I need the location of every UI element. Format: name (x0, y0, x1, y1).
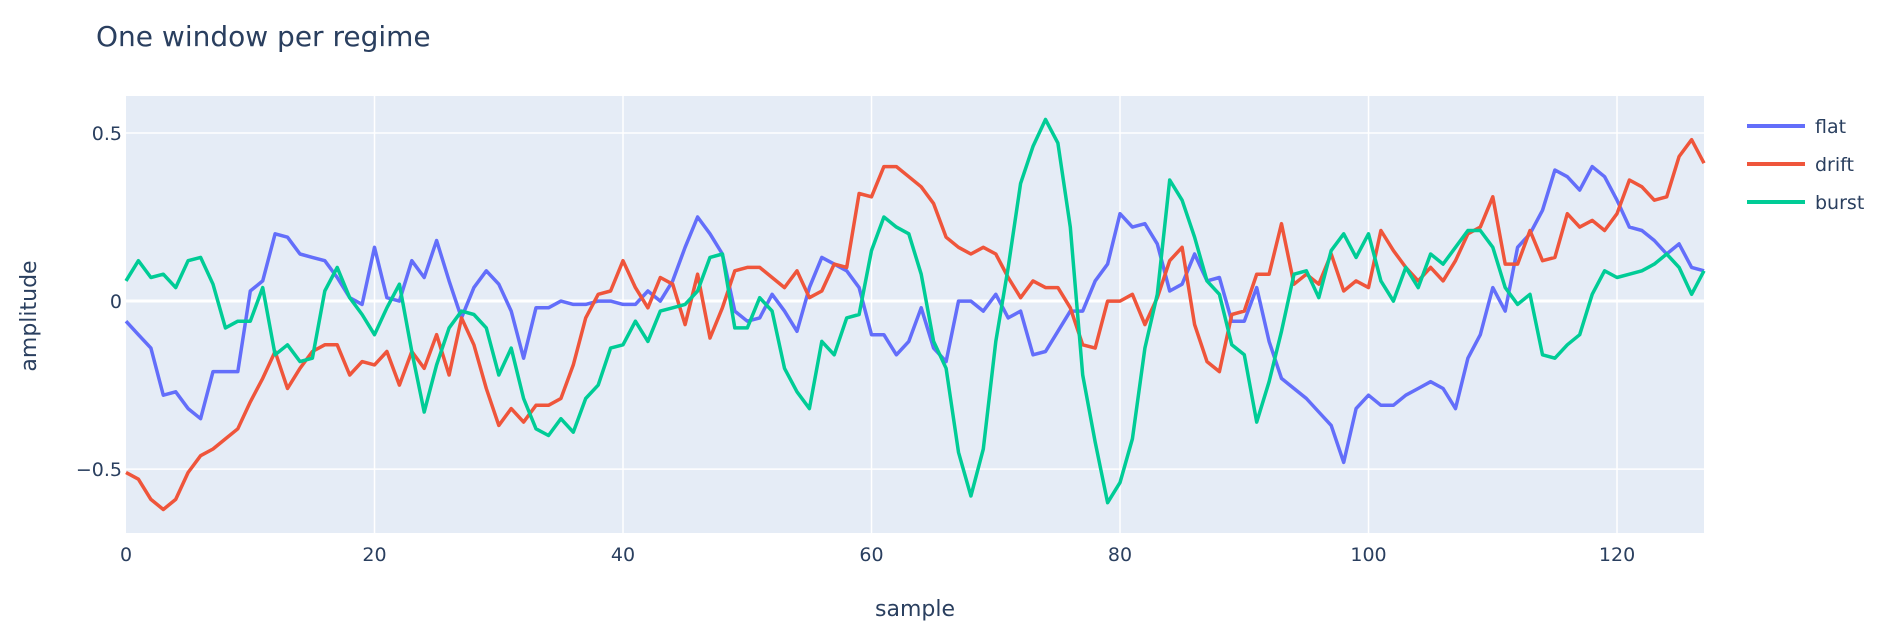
y-tick-label: 0.5 (92, 123, 122, 145)
x-tick-label: 0 (120, 544, 132, 566)
y-tick-label: 0 (110, 291, 122, 313)
legend-label: burst (1815, 192, 1864, 214)
series-lines (124, 117, 1706, 512)
x-tick-label: 20 (362, 544, 386, 566)
series-line-drift (125, 137, 1706, 512)
chart-title: One window per regime (96, 20, 431, 53)
legend-item-flat[interactable]: flat (1747, 116, 1846, 138)
y-axis-title: amplitude (17, 260, 42, 371)
x-axis-title: sample (875, 597, 955, 622)
legend[interactable]: flat drift burst (1747, 116, 1864, 214)
x-tick-label: 120 (1599, 544, 1635, 566)
x-tick-label: 100 (1350, 544, 1386, 566)
x-gridlines (373, 96, 1618, 533)
plot-area (126, 96, 1704, 533)
x-tick-label: 60 (859, 544, 883, 566)
x-tick-label: 80 (1108, 544, 1132, 566)
legend-label: drift (1815, 154, 1854, 176)
x-tick-label: 40 (611, 544, 635, 566)
series-line-flat (124, 164, 1705, 465)
x-tick-labels: 0 20 40 60 80 100 120 (120, 544, 1635, 566)
y-tick-label: −0.5 (76, 459, 122, 481)
legend-item-drift[interactable]: drift (1747, 154, 1854, 176)
y-tick-labels: −0.5 0 0.5 (76, 123, 122, 481)
legend-label: flat (1815, 116, 1846, 138)
legend-item-burst[interactable]: burst (1747, 192, 1864, 214)
series-line-burst (124, 117, 1706, 505)
